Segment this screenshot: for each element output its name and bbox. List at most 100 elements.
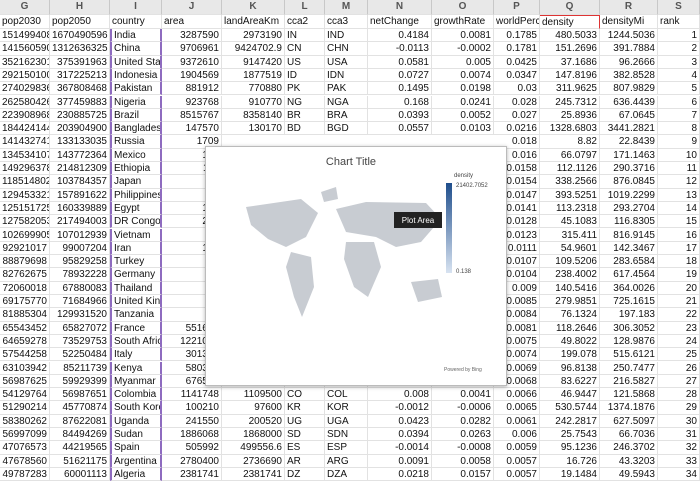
data-cell: 9424702.9 (222, 42, 285, 56)
data-cell: 56987651 (50, 388, 110, 402)
header-cell: densityMi (600, 15, 658, 29)
data-cell: 54129764 (0, 388, 50, 402)
country-cell: United State (110, 55, 162, 69)
data-cell: 103784357 (50, 175, 110, 189)
data-cell: 87622081 (50, 414, 110, 428)
data-cell: 245.7312 (540, 95, 600, 109)
data-cell: BD (285, 122, 325, 136)
data-cell: 34 (658, 467, 700, 482)
data-cell: NGA (325, 95, 368, 109)
data-cell: 24 (658, 334, 700, 349)
data-cell: 22.8439 (600, 135, 658, 149)
data-cell: SDN (325, 428, 368, 442)
legend-title: density (454, 173, 473, 179)
data-cell: 317225213 (50, 68, 110, 83)
data-cell: 0.03 (494, 82, 540, 96)
map-chart[interactable]: Chart Title density 21402.7052 0.138 Plo… (205, 146, 507, 386)
data-cell: 0.0084 (494, 308, 540, 322)
data-cell: 0.0065 (494, 401, 540, 415)
data-cell: ES (285, 441, 325, 455)
data-cell: 102699905 (0, 228, 50, 242)
data-cell: 95829258 (50, 255, 110, 269)
data-cell: 393.5251 (540, 188, 600, 202)
country-cell: Iran (110, 241, 162, 256)
data-cell: 5 (658, 82, 700, 96)
data-cell: 2780400 (162, 454, 222, 468)
country-cell: Nigeria (110, 95, 162, 109)
data-cell: 0.0052 (432, 108, 494, 123)
legend-min: 0.138 (456, 269, 472, 275)
data-cell: 21 (658, 295, 700, 309)
data-cell: IND (325, 29, 368, 43)
data-cell: 125151725 (0, 201, 50, 216)
data-cell: 22 (658, 308, 700, 322)
data-cell: 133133035 (50, 135, 110, 149)
data-cell: 0.1781 (494, 42, 540, 56)
data-cell: 16 (658, 228, 700, 242)
data-cell: 129453321 (0, 188, 50, 202)
header-cell: netChange (368, 15, 432, 29)
data-cell: 0.0218 (368, 467, 432, 482)
data-cell: 83.6227 (540, 374, 600, 389)
data-cell: 25.7543 (540, 428, 600, 442)
data-cell: PAK (325, 82, 368, 96)
data-cell: DZ (285, 467, 325, 482)
data-cell: 1 (658, 29, 700, 43)
data-cell: 160339889 (50, 201, 110, 216)
data-cell: 58380262 (0, 414, 50, 428)
data-cell: 0.0123 (494, 228, 540, 242)
data-cell: CHN (325, 42, 368, 56)
data-cell: 0.009 (494, 281, 540, 295)
data-cell: 352162301 (0, 55, 50, 69)
data-cell: 64659278 (0, 334, 50, 349)
data-cell: 8.82 (540, 135, 600, 149)
data-cell: 121.5868 (600, 388, 658, 402)
data-cell: PK (285, 82, 325, 96)
header-cell: growthRate (432, 15, 494, 29)
data-cell: 63103942 (0, 361, 50, 375)
data-cell: 134534107 (0, 148, 50, 162)
data-cell: 116.8305 (600, 215, 658, 229)
data-cell: 283.6584 (600, 255, 658, 269)
data-cell: 171.1463 (600, 148, 658, 162)
data-cell: 1886068 (162, 428, 222, 442)
data-cell: 0.0111 (494, 241, 540, 256)
credit: Powered by Bing (444, 367, 482, 373)
data-cell: 242.2817 (540, 414, 600, 428)
header-cell: worldPercentage (494, 15, 540, 29)
data-cell: 881912 (162, 82, 222, 96)
column-letter: S (658, 0, 700, 15)
data-cell: 214812309 (50, 162, 110, 176)
data-cell: 375391963 (50, 55, 110, 69)
column-letter: J (162, 0, 222, 15)
data-cell: 8358140 (222, 108, 285, 123)
data-cell: DZA (325, 467, 368, 482)
data-cell: 92921017 (0, 241, 50, 256)
data-cell: 770880 (222, 82, 285, 96)
data-cell: 0.0128 (494, 215, 540, 229)
data-cell: CN (285, 42, 325, 56)
country-cell: Argentina (110, 454, 162, 468)
data-cell: 30 (658, 414, 700, 428)
data-cell: 149296378 (0, 162, 50, 176)
data-cell: 67880083 (50, 281, 110, 295)
data-cell: 17 (658, 241, 700, 256)
data-cell: 85211739 (50, 361, 110, 375)
data-cell: BRA (325, 108, 368, 123)
data-cell: 197.183 (600, 308, 658, 322)
data-cell: 2973190 (222, 29, 285, 43)
data-cell: 0.0061 (494, 414, 540, 428)
data-cell: 151.2696 (540, 42, 600, 56)
data-cell: 367808468 (50, 82, 110, 96)
data-cell: 0.0581 (368, 55, 432, 69)
data-cell: 28 (658, 388, 700, 402)
world-map (246, 187, 442, 317)
data-cell: 0.0074 (494, 348, 540, 362)
data-cell: 311.9625 (540, 82, 600, 96)
country-cell: DR Congo (110, 215, 162, 229)
country-cell: Bangladesh (110, 122, 162, 136)
data-cell: 391.7884 (600, 42, 658, 56)
data-cell: 1312636325 (50, 42, 110, 56)
data-cell: 876.0845 (600, 175, 658, 189)
tooltip-text: Plot Area (402, 216, 435, 225)
